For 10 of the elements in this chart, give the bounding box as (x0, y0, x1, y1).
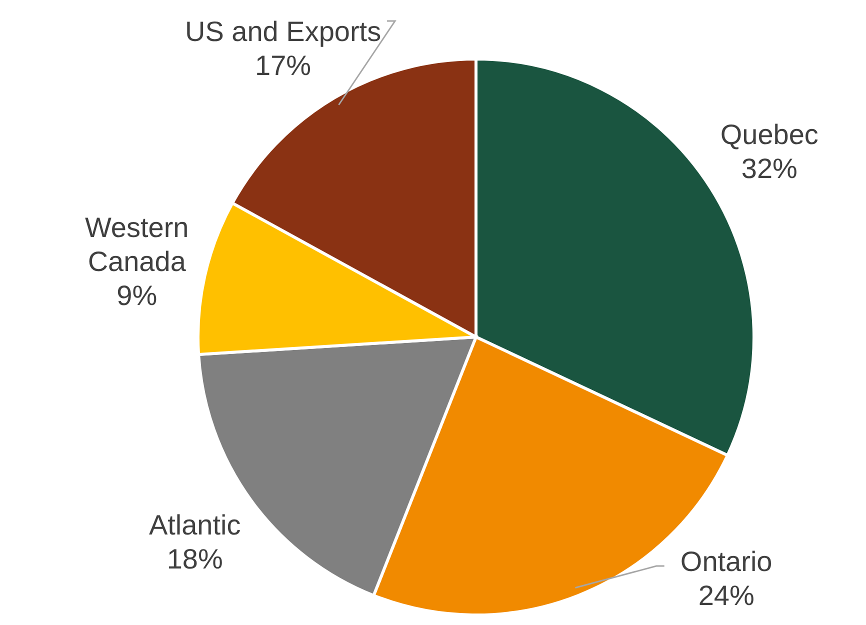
slice-label: Western Canada (84, 212, 189, 278)
data-label: 17% (255, 50, 312, 81)
data-label: 24% (698, 580, 754, 611)
slice-label: Atlantic (148, 509, 241, 540)
data-label: 9% (116, 280, 158, 312)
slice-label: US and Exports (184, 16, 382, 47)
slice-label: Quebec (720, 118, 818, 150)
data-label: 32% (741, 152, 798, 184)
data-label: 18% (166, 543, 223, 574)
slice-label: Ontario (680, 546, 772, 577)
